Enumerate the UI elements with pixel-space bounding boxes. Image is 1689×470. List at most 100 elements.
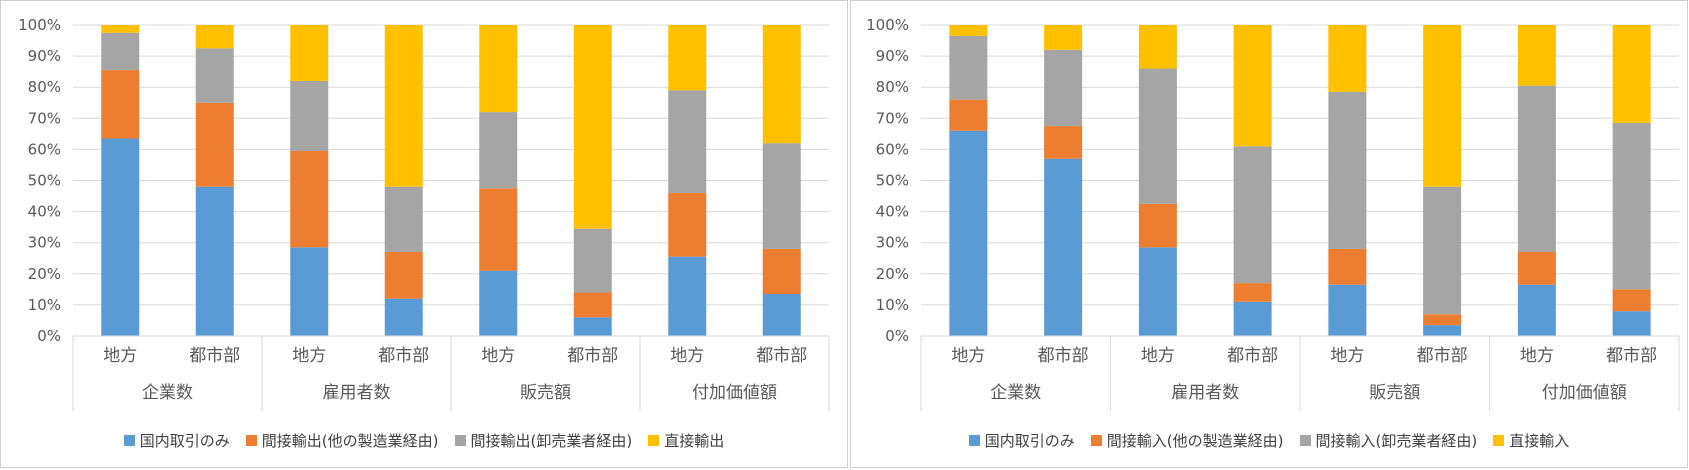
bar-segment xyxy=(573,292,612,318)
export-chart-panel: 0% 10% 20% 30% 40% 50% 60% 70% 80% 90% 100% 地方 都市部 地方… xyxy=(0,0,848,468)
y-tick-label: 80% xyxy=(876,78,909,96)
bar-segment xyxy=(1044,126,1083,159)
bar-segment xyxy=(1423,25,1462,187)
bar-segment xyxy=(1044,158,1083,336)
legend-item: 間接輸入(卸売業者経由) xyxy=(1299,430,1478,451)
x-category-label: 都市部 xyxy=(189,346,240,366)
bar-segment xyxy=(1517,252,1556,285)
legend-label: 間接輸出(卸売業者経由) xyxy=(470,431,633,450)
bar-segment xyxy=(1233,25,1272,147)
bar-segment xyxy=(668,256,707,336)
bar-segment xyxy=(1233,283,1272,302)
y-tick-label: 40% xyxy=(876,203,909,221)
bar-segment xyxy=(1138,68,1177,204)
bar-segment xyxy=(1423,314,1462,326)
bar-segment xyxy=(1138,247,1177,336)
bar-segment xyxy=(384,25,423,187)
y-tick-label: 40% xyxy=(28,203,61,221)
bar-segment xyxy=(573,228,612,293)
x-category-label: 地方 xyxy=(670,346,704,366)
bar-segment xyxy=(762,294,801,336)
export-chart-legend: 国内取引のみ 間接輸出(他の製造業経由) 間接輸出(卸売業者経由) 直接輸出 xyxy=(1,428,847,452)
y-tick-label: 100% xyxy=(866,16,909,34)
bar-segment xyxy=(1517,284,1556,336)
legend-item: 直接輸入 xyxy=(1493,430,1569,451)
legend-swatch xyxy=(123,434,135,446)
bar-segment xyxy=(1328,25,1367,92)
bar-segment xyxy=(1423,186,1462,315)
bar-segment xyxy=(384,298,423,336)
bar-segment xyxy=(195,25,234,49)
x-category-label: 都市部 xyxy=(1227,346,1278,366)
import-chart: 0% 10% 20% 30% 40% 50% 60% 70% 80% 90% 100% 地方 都市部 地方… xyxy=(866,16,1680,411)
legend-label: 国内取引のみ xyxy=(984,431,1075,450)
bar-segment xyxy=(101,138,140,336)
y-tick-label: 80% xyxy=(28,78,61,96)
import-chart-legend: 国内取引のみ 間接輸入(他の製造業経由) 間接輸入(卸売業者経由) 直接輸入 xyxy=(851,428,1687,452)
legend-item: 間接輸出(他の製造業経由) xyxy=(245,430,439,451)
bar-segment xyxy=(290,80,329,151)
bar-segment xyxy=(1612,25,1651,123)
bar-segment xyxy=(1517,85,1556,253)
bar-segment xyxy=(1044,25,1083,50)
x-category-label: 都市部 xyxy=(1606,346,1657,366)
x-category-label: 都市部 xyxy=(756,346,807,366)
y-tick-label: 90% xyxy=(28,47,61,65)
legend-swatch xyxy=(245,434,257,446)
bar-segment xyxy=(668,25,707,91)
legend-swatch xyxy=(454,434,466,446)
legend-label: 間接輸入(卸売業者経由) xyxy=(1315,431,1478,450)
bar-segment xyxy=(101,70,140,139)
x-group-label: 雇用者数 xyxy=(323,383,391,403)
legend-label: 直接輸入 xyxy=(1509,431,1570,450)
bar-segment xyxy=(573,25,612,229)
legend-swatch xyxy=(1493,434,1505,446)
bar-segment xyxy=(1233,146,1272,284)
y-tick-label: 100% xyxy=(18,16,61,34)
bar-segment xyxy=(479,112,518,189)
legend-item: 間接輸入(他の製造業経由) xyxy=(1090,430,1284,451)
x-category-label: 地方 xyxy=(103,346,137,366)
legend-label: 直接輸出 xyxy=(664,431,725,450)
legend-item: 直接輸出 xyxy=(648,430,724,451)
x-category-label: 地方 xyxy=(292,346,326,366)
y-tick-label: 50% xyxy=(28,172,61,190)
bar-segment xyxy=(949,99,988,131)
x-category-label: 地方 xyxy=(481,346,515,366)
y-tick-label: 70% xyxy=(28,109,61,127)
bar-segment xyxy=(1328,91,1367,249)
y-tick-label: 70% xyxy=(876,109,909,127)
legend-item: 国内取引のみ xyxy=(968,430,1075,451)
x-group-label: 付加価値額 xyxy=(1542,383,1627,403)
x-category-label: 地方 xyxy=(951,346,985,366)
legend-swatch xyxy=(968,434,980,446)
bar-segment xyxy=(762,25,801,144)
bar-segment xyxy=(1612,311,1651,336)
bar-segment xyxy=(479,188,518,271)
legend-swatch xyxy=(648,434,660,446)
bar-segment xyxy=(479,270,518,336)
y-tick-label: 10% xyxy=(28,296,61,314)
bar-segment xyxy=(762,143,801,249)
legend-label: 間接輸出(他の製造業経由) xyxy=(261,431,439,450)
y-tick-label: 30% xyxy=(876,234,909,252)
legend-item: 間接輸出(卸売業者経由) xyxy=(454,430,633,451)
bar-segment xyxy=(949,25,988,36)
bar-segment xyxy=(479,25,518,113)
x-category-label: 地方 xyxy=(1520,346,1554,366)
x-category-label: 都市部 xyxy=(567,346,618,366)
bar-segment xyxy=(101,25,140,33)
bar-segment xyxy=(1044,49,1083,127)
x-category-label: 都市部 xyxy=(378,346,429,366)
x-group-label: 販売額 xyxy=(1369,383,1420,403)
bar-segment xyxy=(1517,25,1556,86)
y-tick-label: 30% xyxy=(28,234,61,252)
bar-segment xyxy=(1138,25,1177,69)
bar-segment xyxy=(949,35,988,100)
bar-segment xyxy=(195,102,234,187)
legend-item: 国内取引のみ xyxy=(123,430,230,451)
x-group-label: 企業数 xyxy=(142,383,193,403)
bar-segment xyxy=(384,252,423,299)
import-chart-panel: 0% 10% 20% 30% 40% 50% 60% 70% 80% 90% 100% 地方 都市部 地方… xyxy=(850,0,1688,468)
x-category-label: 都市部 xyxy=(1417,346,1468,366)
